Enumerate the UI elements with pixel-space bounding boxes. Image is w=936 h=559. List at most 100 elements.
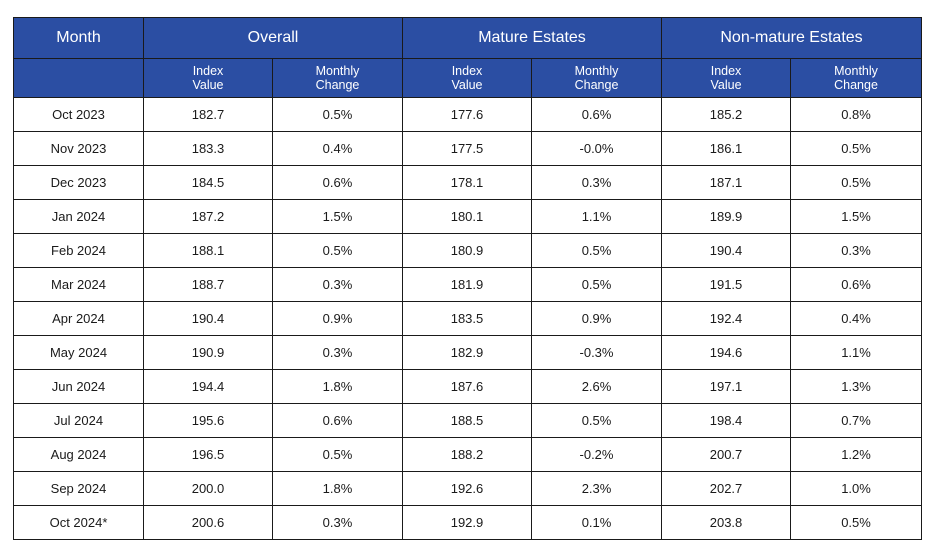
table-cell: -0.0% — [530, 131, 663, 166]
table-cell: 177.6 — [402, 97, 532, 132]
sub-header-line1: Index — [192, 64, 224, 78]
table-cell: 188.2 — [402, 437, 532, 472]
sub-header-line2: Change — [574, 78, 619, 92]
sub-header-line1: Index — [451, 64, 483, 78]
table-cell: 0.4% — [790, 301, 923, 336]
table-cell: 190.9 — [143, 335, 273, 370]
table-cell: -0.3% — [530, 335, 663, 370]
table-cell: 188.5 — [402, 403, 532, 438]
table-cell: 0.6% — [530, 97, 663, 132]
table-cell: 2.3% — [530, 471, 663, 506]
table-cell: 178.1 — [402, 165, 532, 200]
cell-month: Apr 2024 — [13, 301, 144, 336]
cell-month: Nov 2023 — [13, 131, 144, 166]
table-cell: 190.4 — [143, 301, 273, 336]
cell-month: Dec 2023 — [13, 165, 144, 200]
table-cell: 0.5% — [272, 233, 403, 268]
table-row: Oct 2024* 200.6 0.3% 192.9 0.1% 203.8 0.5% — [13, 505, 923, 540]
table-cell: 1.0% — [790, 471, 923, 506]
table-row: Jan 2024 187.2 1.5% 180.1 1.1% 189.9 1.5% — [13, 199, 923, 234]
table-cell: 184.5 — [143, 165, 273, 200]
table-cell: 0.3% — [530, 165, 663, 200]
table-cell: 0.5% — [530, 267, 663, 302]
table-cell: 194.6 — [661, 335, 792, 370]
table-cell: 192.9 — [402, 505, 532, 540]
table-cell: 0.5% — [272, 97, 403, 132]
table-cell: 0.6% — [272, 165, 403, 200]
sub-header-line2: Value — [710, 78, 742, 92]
table-row: Nov 2023 183.3 0.4% 177.5 -0.0% 186.1 0.5% — [13, 131, 923, 166]
table-row: Sep 2024 200.0 1.8% 192.6 2.3% 202.7 1.0% — [13, 471, 923, 506]
sub-header-line2: Value — [451, 78, 483, 92]
table-cell: 202.7 — [661, 471, 792, 506]
table-cell: 200.0 — [143, 471, 273, 506]
sub-header-line1: Monthly — [315, 64, 360, 78]
table-cell: 0.7% — [790, 403, 923, 438]
cell-month: May 2024 — [13, 335, 144, 370]
table-header: Month Overall Mature Estates Non-mature … — [13, 17, 923, 98]
table-cell: 183.3 — [143, 131, 273, 166]
table-cell: 180.9 — [402, 233, 532, 268]
table-cell: 182.9 — [402, 335, 532, 370]
sub-header-2: Index Value — [402, 58, 532, 98]
table-cell: 0.5% — [530, 233, 663, 268]
table-cell: 191.5 — [661, 267, 792, 302]
table-cell: 0.5% — [790, 165, 923, 200]
sub-header-line1: Monthly — [574, 64, 619, 78]
table-cell: 192.4 — [661, 301, 792, 336]
sub-header-4: Index Value — [661, 58, 792, 98]
table-cell: -0.2% — [530, 437, 663, 472]
table-cell: 0.5% — [790, 505, 923, 540]
sub-header-1: Monthly Change — [272, 58, 403, 98]
table-cell: 188.7 — [143, 267, 273, 302]
table-cell: 2.6% — [530, 369, 663, 404]
table-row: Mar 2024 188.7 0.3% 181.9 0.5% 191.5 0.6% — [13, 267, 923, 302]
cell-month: Jun 2024 — [13, 369, 144, 404]
header-non-mature-estates: Non-mature Estates — [661, 17, 923, 59]
table-row: Aug 2024 196.5 0.5% 188.2 -0.2% 200.7 1.2% — [13, 437, 923, 472]
header-mature-estates: Mature Estates — [401, 17, 663, 59]
table-cell: 188.1 — [143, 233, 273, 268]
table-cell: 181.9 — [402, 267, 532, 302]
table-cell: 0.5% — [530, 403, 663, 438]
table-cell: 183.5 — [402, 301, 532, 336]
cell-month: Oct 2024* — [13, 505, 144, 540]
table-cell: 195.6 — [143, 403, 273, 438]
sub-header-0: Index Value — [143, 58, 273, 98]
table-cell: 0.3% — [272, 335, 403, 370]
table-cell: 0.9% — [272, 301, 403, 336]
table-cell: 198.4 — [661, 403, 792, 438]
sub-header-line1: Index — [710, 64, 742, 78]
table-cell: 189.9 — [661, 199, 792, 234]
table-cell: 0.3% — [272, 267, 403, 302]
cell-month: Mar 2024 — [13, 267, 144, 302]
table-cell: 1.1% — [790, 335, 923, 370]
table-cell: 196.5 — [143, 437, 273, 472]
table-cell: 0.5% — [272, 437, 403, 472]
table-cell: 0.6% — [272, 403, 403, 438]
table-cell: 197.1 — [661, 369, 792, 404]
table-cell: 0.3% — [272, 505, 403, 540]
table-cell: 1.1% — [530, 199, 663, 234]
table-row: Jun 2024 194.4 1.8% 187.6 2.6% 197.1 1.3% — [13, 369, 923, 404]
table-cell: 1.3% — [790, 369, 923, 404]
table-row: Oct 2023 182.7 0.5% 177.6 0.6% 185.2 0.8% — [13, 97, 923, 132]
table-cell: 1.8% — [272, 471, 403, 506]
table-cell: 187.1 — [661, 165, 792, 200]
table-cell: 0.4% — [272, 131, 403, 166]
cell-month: Jul 2024 — [13, 403, 144, 438]
header-sub-row: Index Value Monthly Change Index Value Monthly… — [13, 58, 923, 98]
table-cell: 0.6% — [790, 267, 923, 302]
table-cell: 182.7 — [143, 97, 273, 132]
sub-header-line2: Value — [192, 78, 224, 92]
table-cell: 200.7 — [661, 437, 792, 472]
table-cell: 177.5 — [402, 131, 532, 166]
table-row: May 2024 190.9 0.3% 182.9 -0.3% 194.6 1.1% — [13, 335, 923, 370]
header-overall: Overall — [143, 17, 403, 59]
table-cell: 1.8% — [272, 369, 403, 404]
table-cell: 187.2 — [143, 199, 273, 234]
price-index-table: Month Overall Mature Estates Non-mature … — [13, 17, 923, 540]
cell-month: Feb 2024 — [13, 233, 144, 268]
sub-header-line2: Change — [315, 78, 360, 92]
header-month: Month — [13, 17, 144, 59]
